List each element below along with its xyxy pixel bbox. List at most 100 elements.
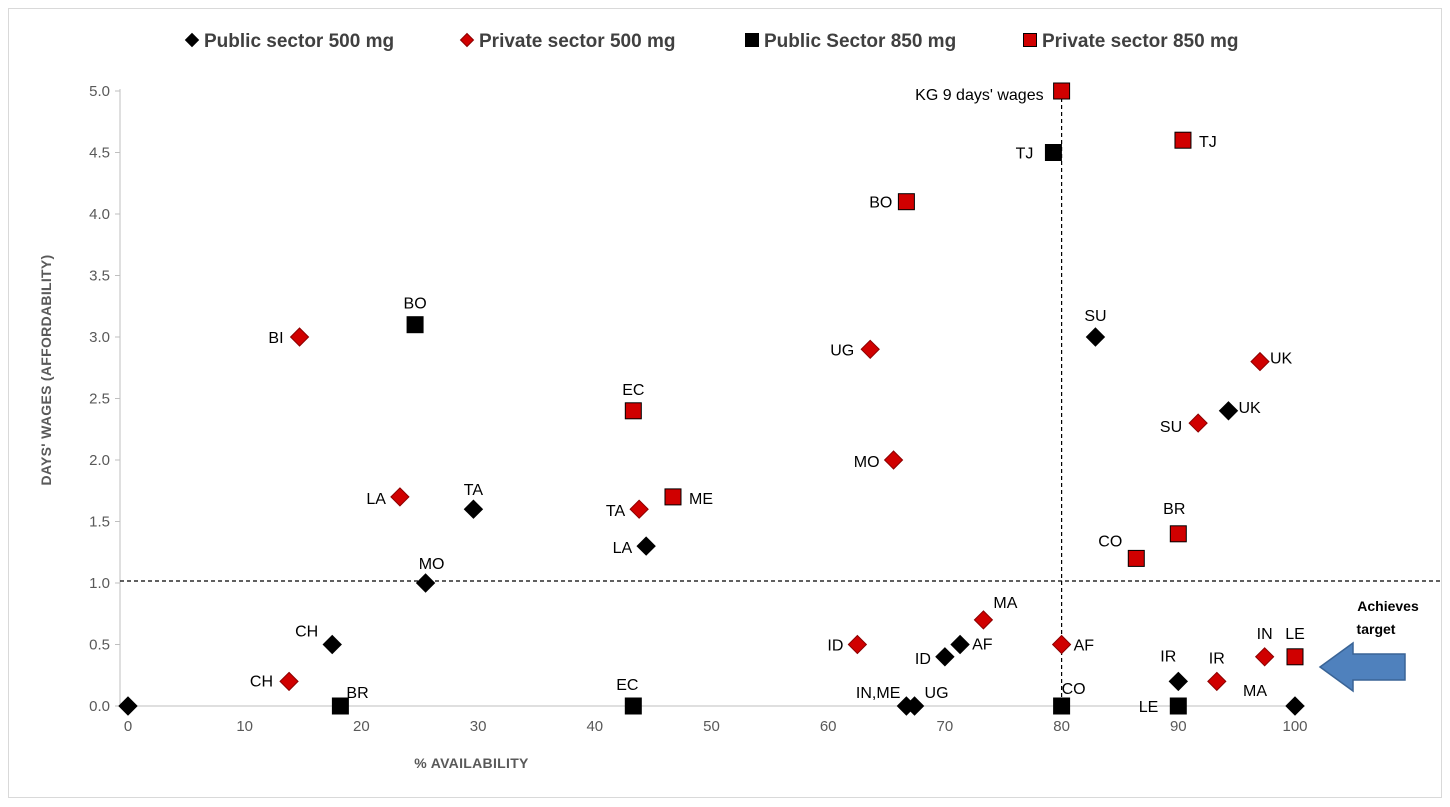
square-marker (1044, 144, 1062, 161)
diamond-marker (1250, 351, 1270, 372)
x-tick-label: 60 (820, 718, 837, 735)
point-label: CO (1062, 681, 1086, 698)
diamond-marker (636, 536, 656, 556)
point-label: BR (1163, 501, 1185, 518)
square-marker (406, 316, 424, 334)
square-marker (624, 697, 642, 715)
legend-label: Private sector 500 mg (479, 31, 675, 52)
point-label: ME (689, 491, 713, 508)
point-label: UG (830, 342, 854, 359)
diamond-marker (1051, 634, 1072, 655)
y-tick-label: 2.0 (89, 452, 110, 469)
diamond-marker (1085, 327, 1106, 347)
diamond-marker (390, 487, 410, 507)
diamond-marker (1168, 671, 1189, 692)
point-label: TJ (1199, 134, 1217, 151)
x-tick-label: 70 (937, 718, 954, 735)
x-tick-label: 10 (236, 718, 253, 735)
legend-marker (1023, 33, 1037, 47)
x-tick-label: 40 (586, 718, 603, 735)
point-label: MA (993, 595, 1017, 612)
diamond-marker (883, 450, 904, 470)
diamond-marker (1207, 671, 1227, 692)
legend-marker (459, 32, 475, 48)
point-label: LA (613, 540, 633, 557)
legend-marker (184, 32, 200, 48)
point-label: AF (972, 637, 993, 654)
diamond-marker (1218, 401, 1239, 421)
diamond-marker (322, 634, 342, 655)
square-marker (1053, 82, 1071, 100)
point-label: LA (366, 491, 386, 508)
x-tick-label: 100 (1282, 718, 1307, 735)
point-label: BO (404, 296, 427, 313)
square-marker (664, 488, 682, 506)
x-tick-label: 30 (470, 718, 487, 735)
point-label: EC (622, 382, 644, 399)
y-tick-label: 4.5 (89, 145, 110, 162)
square-marker (1169, 697, 1187, 715)
diamond-marker (935, 647, 955, 667)
legend-label: Public Sector 850 mg (764, 31, 956, 52)
diamond-marker (1188, 413, 1208, 433)
point-label: ID (827, 638, 843, 655)
y-tick-label: 0.0 (89, 698, 110, 715)
point-label: BR (346, 685, 368, 702)
point-label: UG (925, 685, 949, 702)
point-label: KG 9 days' wages (915, 87, 1043, 104)
point-label: CO (1098, 533, 1122, 550)
y-tick-label: 3.0 (89, 329, 110, 346)
point-label: CH (295, 624, 318, 641)
x-axis-title: % AVAILABILITY (414, 755, 529, 771)
point-label: IR (1160, 648, 1176, 665)
diamond-marker (289, 327, 310, 347)
y-tick-label: 0.5 (89, 637, 110, 654)
y-tick-label: 4.0 (89, 206, 110, 223)
diamond-marker (973, 610, 994, 630)
point-label: UK (1270, 351, 1293, 368)
diamond-marker (860, 339, 880, 360)
point-label: MO (854, 454, 880, 471)
point-label: TA (464, 482, 484, 499)
square-marker (331, 697, 349, 715)
x-tick-label: 50 (703, 718, 720, 735)
square-marker (1053, 697, 1071, 715)
point-label: BI (268, 330, 283, 347)
square-marker (1127, 549, 1145, 567)
diamond-marker (118, 696, 138, 716)
point-label: TA (606, 503, 626, 520)
diamond-marker (904, 696, 925, 716)
square-marker (624, 402, 642, 420)
arrow-icon (1318, 641, 1406, 693)
y-axis-title: DAYS' WAGES (AFFORDABILITY) (38, 254, 54, 485)
point-label: LE (1139, 699, 1159, 716)
point-label: BO (869, 195, 892, 212)
chart-frame (8, 8, 1442, 798)
point-label: ID (915, 651, 931, 668)
point-label: MA (1243, 683, 1267, 700)
point-label: IN (1257, 626, 1273, 643)
diamond-marker (950, 634, 970, 655)
point-label: IR (1209, 650, 1225, 667)
y-tick-label: 1.0 (89, 575, 110, 592)
diamond-marker (279, 671, 299, 692)
x-tick-label: 90 (1170, 718, 1187, 735)
point-label: IN,ME (856, 685, 900, 702)
y-tick-label: 2.5 (89, 391, 110, 408)
point-label: MO (419, 556, 445, 573)
point-label: AF (1074, 638, 1095, 655)
x-tick-label: 80 (1053, 718, 1070, 735)
annotation-text: Achieves (1357, 598, 1419, 614)
diamond-marker (1254, 647, 1275, 667)
diamond-marker (463, 499, 484, 519)
diamond-marker (629, 499, 649, 519)
point-label: SU (1084, 308, 1106, 325)
y-tick-label: 3.5 (89, 268, 110, 285)
diamond-marker (415, 573, 436, 593)
diamond-marker (847, 634, 868, 655)
point-label: TJ (1016, 146, 1034, 163)
diamond-marker (1285, 696, 1305, 716)
square-marker (1286, 648, 1304, 666)
legend-label: Public sector 500 mg (204, 31, 394, 52)
